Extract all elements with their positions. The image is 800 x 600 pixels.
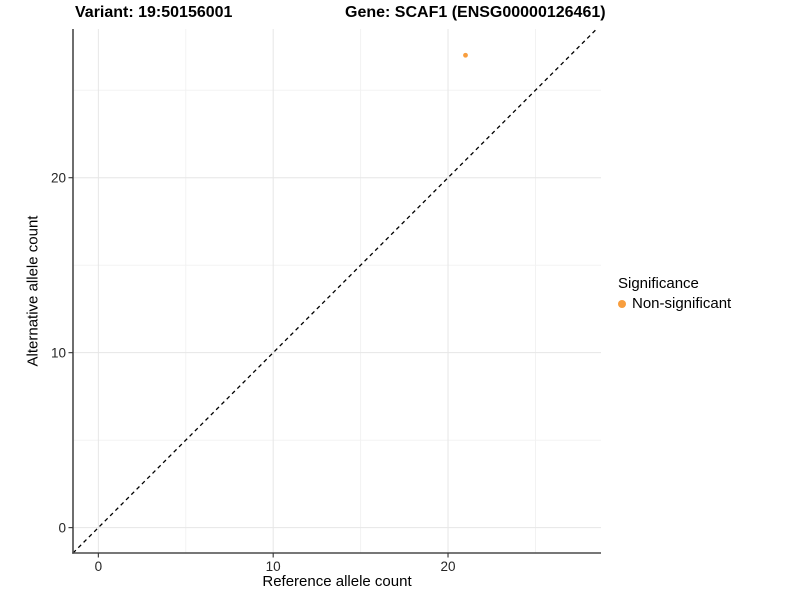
- x-axis-title: Reference allele count: [262, 573, 412, 590]
- identity-dashed-line: [72, 28, 598, 554]
- legend-title: Significance: [618, 275, 699, 292]
- legend-dot-icon: [618, 299, 626, 308]
- x-tick-label: 0: [95, 559, 103, 574]
- legend-item-non-significant: Non-significant: [618, 295, 731, 312]
- y-tick-label: 10: [51, 345, 66, 360]
- x-tick-label: 20: [441, 559, 456, 574]
- data-point: [463, 52, 468, 58]
- plot-title-gene: Gene: SCAF1 (ENSG00000126461): [345, 4, 606, 21]
- y-axis-title: Alternative allele count: [24, 215, 42, 367]
- y-tick-label: 20: [51, 171, 66, 186]
- legend: Significance Non-significant: [618, 275, 731, 312]
- plot-title-variant: Variant: 19:50156001: [75, 4, 233, 21]
- legend-item-label: Non-significant: [632, 295, 732, 312]
- x-tick-label: 10: [266, 559, 281, 574]
- y-tick-label: 0: [58, 520, 66, 535]
